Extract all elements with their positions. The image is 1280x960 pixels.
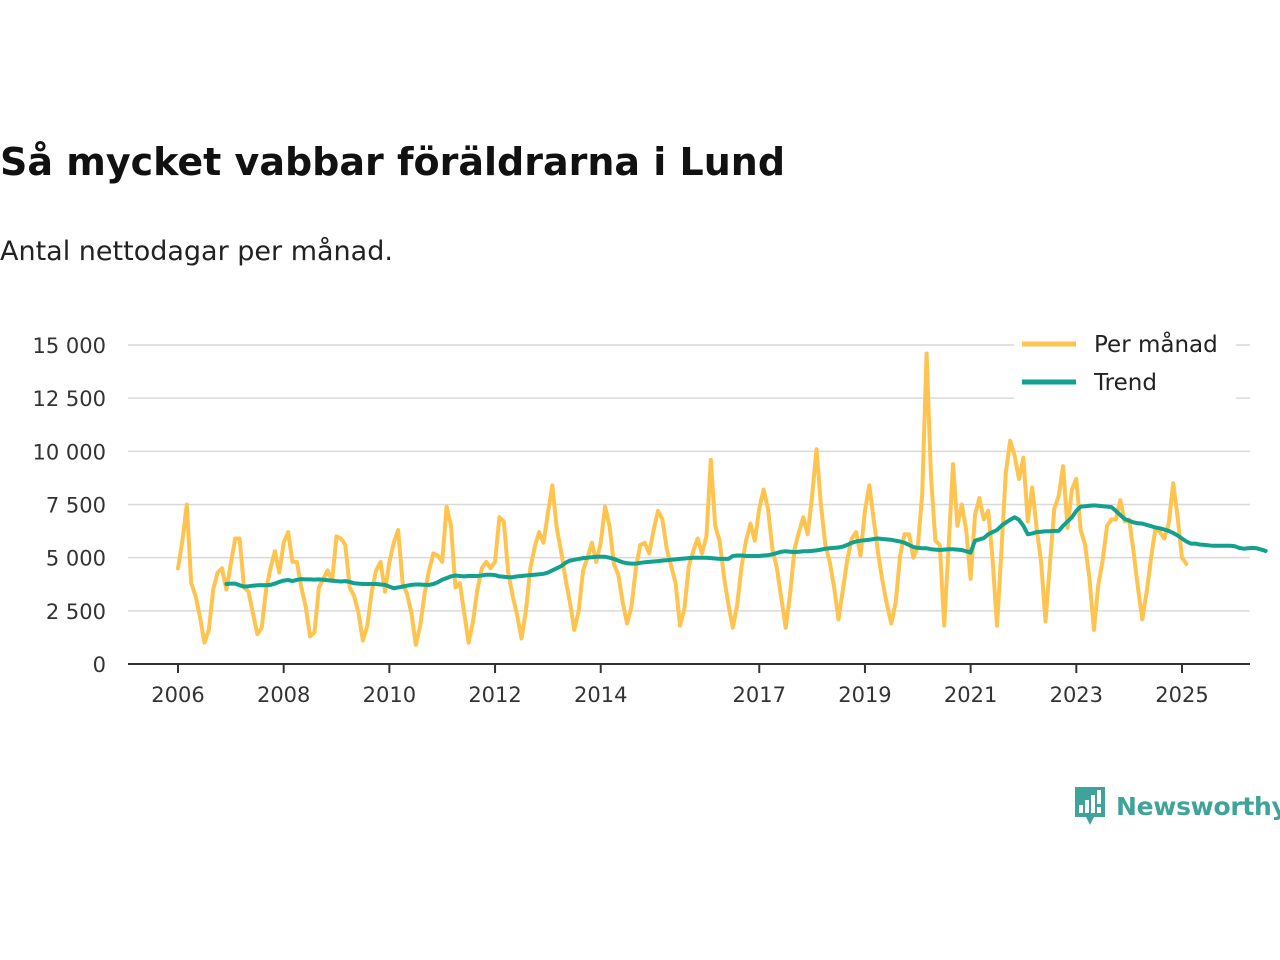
x-tick-label: 2008	[257, 683, 310, 707]
y-tick-label: 5 000	[46, 547, 106, 571]
series-line-trend	[224, 503, 1268, 591]
x-tick-label: 2012	[468, 683, 521, 707]
y-tick-label: 15 000	[33, 334, 106, 358]
grid-lines	[128, 344, 1250, 612]
x-tick-label: 2017	[733, 683, 786, 707]
brand-name: Newsworthy	[1116, 791, 1280, 821]
x-tick-label: 2006	[151, 683, 204, 707]
x-tick-label: 2025	[1155, 683, 1208, 707]
x-tick-label: 2021	[944, 683, 997, 707]
legend-label: Trend	[1093, 370, 1157, 396]
brand-logo: Newsworthy	[1072, 784, 1280, 828]
x-axis: 2006 2008 2010 2012 2014 2017 2019 2021 2023 2025	[128, 663, 1250, 707]
legend-label: Per månad	[1094, 330, 1218, 358]
x-tick-label: 2019	[838, 683, 891, 707]
logo-bar-4	[1097, 790, 1101, 804]
logo-bar-5	[1097, 807, 1101, 813]
data-series	[176, 351, 1268, 647]
logo-bar-2	[1085, 800, 1089, 813]
logo-bar-1	[1079, 805, 1083, 813]
chart-title: Så mycket vabbar föräldrarna i Lund	[0, 140, 786, 184]
logo-bar-3	[1091, 795, 1095, 813]
x-tick-label: 2023	[1050, 683, 1103, 707]
legend: Per månad Trend	[1014, 328, 1236, 400]
y-tick-label: 0	[93, 653, 106, 677]
y-tick-label: 12 500	[33, 387, 106, 411]
y-tick-label: 2 500	[46, 600, 106, 624]
x-tick-label: 2014	[574, 683, 627, 707]
chart-subtitle: Antal nettodagar per månad.	[0, 236, 393, 267]
y-tick-label: 7 500	[46, 494, 106, 518]
y-tick-label: 10 000	[33, 440, 106, 464]
x-tick-label: 2010	[363, 683, 416, 707]
y-axis-tick-labels: 0 2 500 5 000 7 500 10 000 12 500 15 000	[33, 334, 106, 677]
newsworthy-logo-icon	[1075, 787, 1105, 825]
legend-background	[1014, 328, 1236, 400]
series-line-per-manad	[176, 351, 1189, 647]
